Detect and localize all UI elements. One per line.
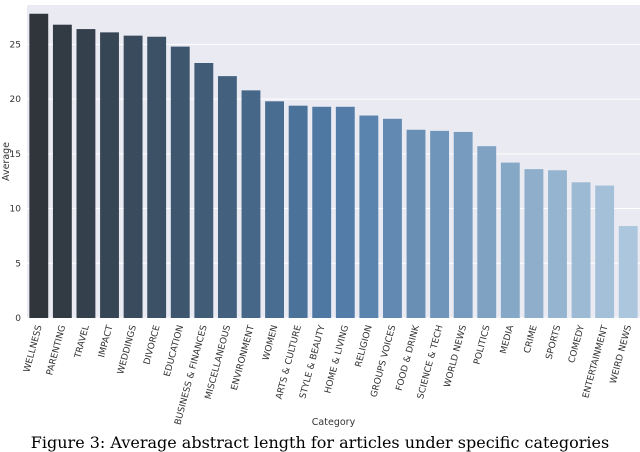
x-tick-label: HOME & LIVING bbox=[323, 324, 351, 394]
y-tick-label: 10 bbox=[10, 205, 22, 215]
x-tick-label: WEIRD NEWS bbox=[609, 324, 634, 385]
x-tick-label: RELIGION bbox=[354, 324, 375, 368]
x-tick-label: ENTERTAINMENT bbox=[581, 324, 610, 400]
y-tick-labels: 0 5 10 15 20 25 bbox=[10, 40, 22, 324]
x-tick-label: DIVORCE bbox=[142, 324, 162, 366]
bar-science-tech bbox=[430, 130, 450, 318]
x-tick-label: WEDDINGS bbox=[116, 324, 139, 376]
bar-education bbox=[170, 46, 190, 319]
bar-crime bbox=[524, 169, 544, 318]
bar-travel bbox=[76, 29, 96, 318]
y-axis-label: Average bbox=[1, 142, 12, 181]
x-tick-label: WELLNESS bbox=[22, 324, 44, 374]
bar-media bbox=[500, 162, 520, 318]
bar-wellness bbox=[29, 13, 49, 318]
bar-style-beauty bbox=[312, 106, 332, 318]
bar-world-news bbox=[453, 131, 473, 318]
x-tick-labels: WELLNESS PARENTING TRAVEL IMPACT WEDDINGS DIV… bbox=[22, 323, 634, 426]
bar-politics bbox=[477, 146, 497, 318]
bar-religion bbox=[359, 115, 379, 318]
x-tick-label: CRIME bbox=[523, 324, 540, 355]
bar-food-drink bbox=[406, 129, 426, 318]
y-tick-label: 0 bbox=[15, 314, 21, 324]
bar-home-living bbox=[335, 106, 355, 318]
x-tick-label: TRAVEL bbox=[73, 324, 92, 360]
bar-parenting bbox=[52, 24, 72, 318]
x-tick-label: EDUCATION bbox=[163, 324, 186, 378]
y-tick-label: 15 bbox=[10, 150, 21, 160]
bar-weddings bbox=[123, 35, 143, 318]
bar-business-finances bbox=[194, 63, 214, 319]
y-tick-label: 20 bbox=[10, 95, 22, 105]
x-tick-label: GROUPS VOICES bbox=[369, 324, 398, 399]
x-tick-label: COMEDY bbox=[567, 324, 587, 365]
x-tick-label: FOOD & DRINK bbox=[395, 323, 422, 392]
bar-miscellaneous bbox=[217, 76, 237, 319]
bar-entertainment bbox=[595, 185, 615, 318]
x-tick-label: WOMEN bbox=[261, 324, 280, 362]
x-tick-label: SCIENCE & TECH bbox=[416, 324, 445, 400]
y-tick-label: 5 bbox=[15, 259, 21, 269]
bar-divorce bbox=[147, 36, 167, 318]
x-tick-label: SPORTS bbox=[545, 324, 564, 361]
x-tick-label: IMPACT bbox=[97, 324, 115, 359]
x-tick-label: POLITICS bbox=[473, 324, 493, 366]
x-tick-label: PARENTING bbox=[45, 324, 68, 376]
bar-chart: 0 5 10 15 20 25 WELLNESS PARENTING TRAVEL IMPACT… bbox=[1, 5, 640, 428]
bar-arts-culture bbox=[288, 105, 308, 318]
figure-caption: Figure 3: Average abstract length for ar… bbox=[30, 433, 610, 452]
bar-environment bbox=[241, 90, 261, 318]
bar-weird-news bbox=[618, 226, 638, 318]
x-tick-label: ENVIRONMENT bbox=[230, 324, 257, 392]
x-tick-label: WORLD NEWS bbox=[443, 324, 469, 389]
bar-comedy bbox=[571, 182, 591, 318]
bar-women bbox=[265, 101, 284, 318]
x-tick-label: MEDIA bbox=[499, 323, 516, 355]
bar-groups-voices bbox=[383, 118, 402, 319]
bar-impact bbox=[100, 32, 119, 318]
bar-sports bbox=[548, 170, 567, 318]
bars bbox=[29, 13, 638, 319]
y-tick-label: 25 bbox=[10, 40, 21, 50]
x-axis-label: Category bbox=[312, 417, 356, 428]
